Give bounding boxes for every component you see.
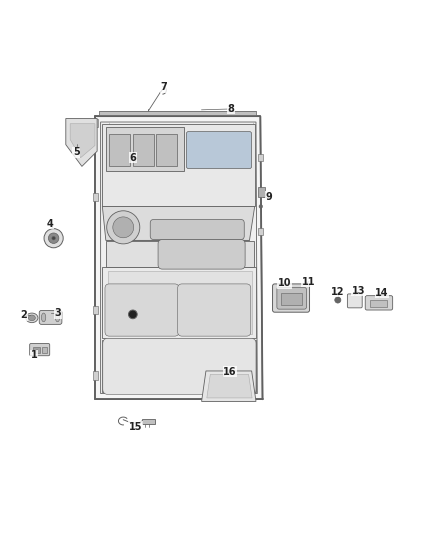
- FancyBboxPatch shape: [272, 284, 310, 312]
- Polygon shape: [95, 116, 262, 399]
- Bar: [258, 228, 262, 235]
- Circle shape: [107, 211, 140, 244]
- Bar: [133, 134, 154, 166]
- FancyBboxPatch shape: [347, 294, 362, 308]
- Text: 11: 11: [302, 277, 315, 287]
- Polygon shape: [106, 241, 254, 266]
- Polygon shape: [201, 371, 256, 401]
- Bar: [258, 187, 265, 197]
- Circle shape: [44, 229, 63, 248]
- Bar: [258, 154, 262, 161]
- Polygon shape: [106, 127, 184, 171]
- Polygon shape: [102, 340, 256, 392]
- Bar: [93, 371, 98, 379]
- Bar: [93, 305, 98, 314]
- Polygon shape: [66, 118, 97, 166]
- Text: 5: 5: [73, 148, 80, 157]
- FancyBboxPatch shape: [39, 310, 62, 325]
- Bar: [281, 293, 302, 305]
- Text: 15: 15: [129, 422, 142, 432]
- FancyBboxPatch shape: [186, 132, 252, 168]
- Bar: [110, 134, 130, 166]
- Ellipse shape: [26, 313, 38, 322]
- Text: 8: 8: [228, 104, 235, 114]
- Bar: [99, 111, 256, 115]
- Text: 7: 7: [161, 82, 168, 92]
- Polygon shape: [70, 124, 95, 158]
- Bar: [156, 134, 177, 166]
- Polygon shape: [102, 124, 254, 206]
- Text: 9: 9: [265, 192, 272, 202]
- FancyBboxPatch shape: [158, 239, 245, 269]
- Bar: [93, 118, 98, 127]
- FancyBboxPatch shape: [365, 296, 392, 310]
- Circle shape: [113, 217, 134, 238]
- Bar: [42, 346, 47, 353]
- Circle shape: [128, 310, 137, 319]
- Bar: [93, 192, 98, 201]
- Circle shape: [259, 205, 262, 208]
- Polygon shape: [108, 271, 252, 334]
- Polygon shape: [102, 206, 254, 240]
- FancyBboxPatch shape: [178, 284, 251, 336]
- Circle shape: [52, 237, 55, 240]
- Text: 3: 3: [55, 308, 61, 318]
- FancyBboxPatch shape: [103, 338, 256, 394]
- Circle shape: [48, 233, 59, 244]
- Text: 4: 4: [47, 219, 53, 229]
- FancyBboxPatch shape: [30, 344, 49, 356]
- Ellipse shape: [42, 313, 46, 322]
- Text: 12: 12: [331, 287, 345, 297]
- Polygon shape: [101, 122, 257, 393]
- Text: 16: 16: [223, 367, 237, 377]
- Circle shape: [335, 297, 341, 303]
- Polygon shape: [141, 419, 155, 424]
- Bar: [33, 346, 40, 353]
- Polygon shape: [207, 375, 252, 398]
- Text: 13: 13: [352, 286, 365, 296]
- FancyBboxPatch shape: [277, 287, 307, 309]
- Text: 6: 6: [130, 152, 136, 163]
- Text: 2: 2: [21, 310, 28, 320]
- Ellipse shape: [55, 313, 60, 322]
- Polygon shape: [102, 268, 256, 338]
- FancyBboxPatch shape: [105, 284, 179, 336]
- Text: 14: 14: [375, 288, 389, 297]
- Ellipse shape: [28, 315, 35, 321]
- Bar: [370, 301, 387, 306]
- FancyBboxPatch shape: [150, 220, 244, 239]
- Text: 1: 1: [31, 350, 37, 360]
- Text: 10: 10: [278, 278, 291, 288]
